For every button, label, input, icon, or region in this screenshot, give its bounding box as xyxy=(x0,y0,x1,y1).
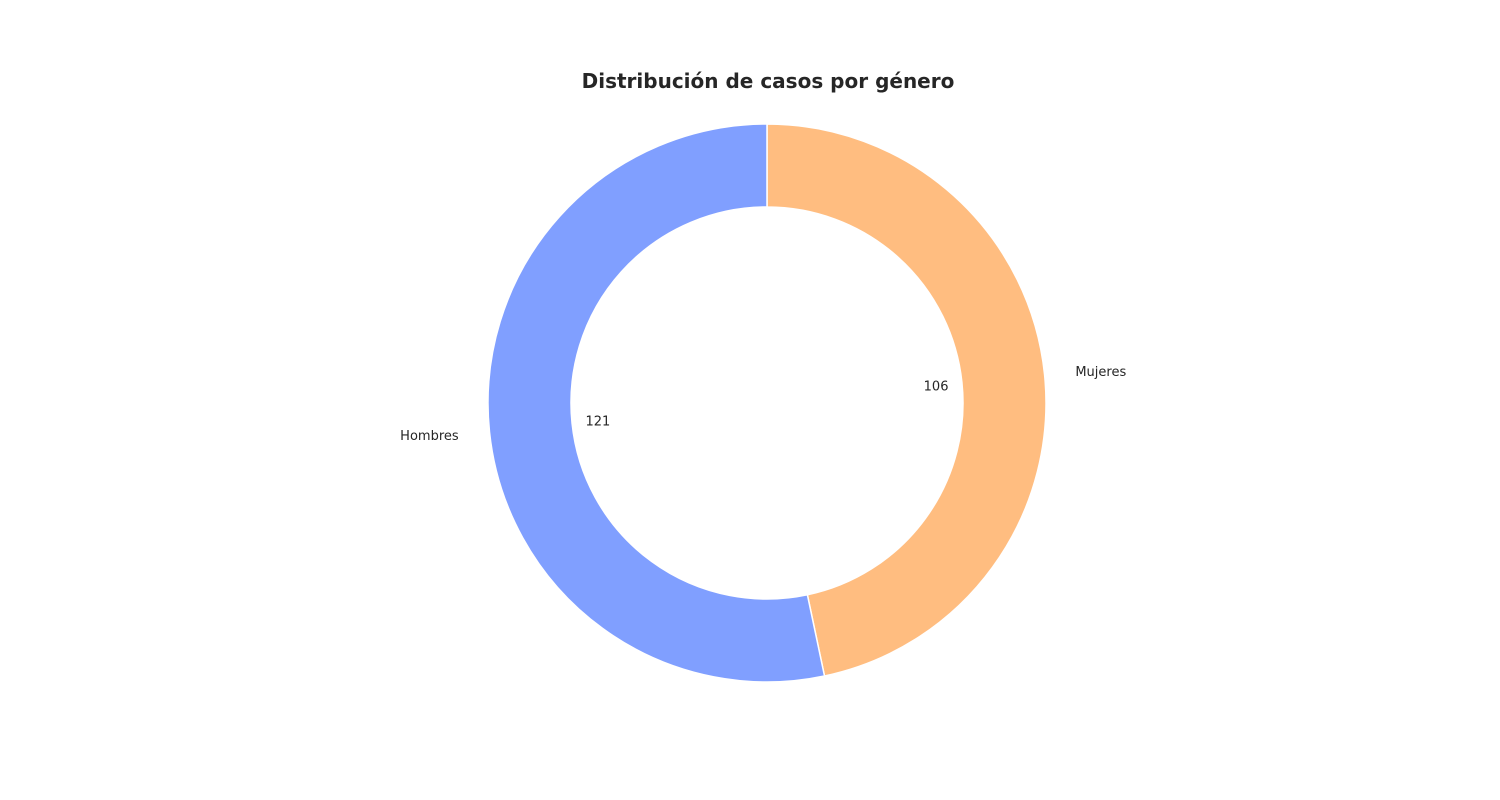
slice-label-hombres: Hombres xyxy=(400,429,459,444)
slice-label-mujeres: Mujeres xyxy=(1075,365,1126,380)
slice-mujeres xyxy=(766,123,1047,677)
value-label-mujeres: 106 xyxy=(924,379,949,394)
donut-slices xyxy=(487,123,1047,683)
chart-title: Distribución de casos por género xyxy=(582,69,955,93)
value-label-hombres: 121 xyxy=(586,415,611,430)
donut-labels: 106 Mujeres 121 Hombres xyxy=(400,365,1126,444)
slice-hombres xyxy=(487,123,826,683)
